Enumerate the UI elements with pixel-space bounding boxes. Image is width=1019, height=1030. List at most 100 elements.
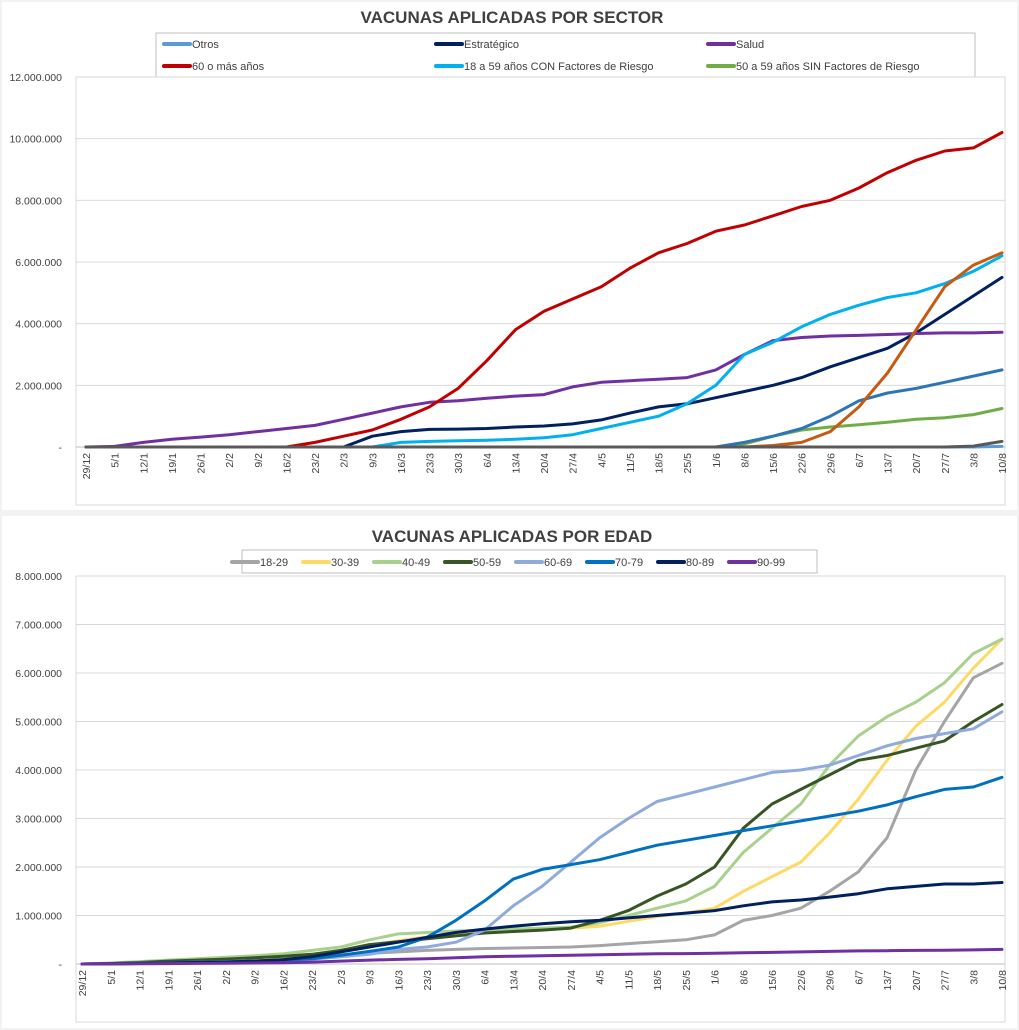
x-tick-label: 22/6	[796, 970, 808, 991]
y-tick-label: 10.000.000	[9, 134, 62, 146]
x-tick-label: 13/4	[510, 453, 522, 474]
x-tick-label: 29/6	[825, 453, 837, 474]
x-tick-label: 30/3	[453, 453, 465, 474]
x-tick-label: 3/8	[968, 970, 980, 985]
y-tick-label: 4.000.000	[15, 319, 62, 331]
x-tick-label: 27/7	[940, 453, 952, 474]
x-tick-label: 16/2	[281, 453, 293, 474]
x-tick-label: 2/2	[221, 970, 233, 985]
x-tick-label: 6/7	[853, 970, 865, 985]
x-tick-label: 1/6	[711, 453, 723, 468]
x-tick-label: 29/12	[77, 970, 89, 996]
x-tick-label: 9/2	[253, 453, 265, 468]
x-tick-label: 19/1	[167, 453, 179, 474]
chart-title: VACUNAS APLICADAS POR SECTOR	[361, 8, 664, 27]
x-tick-label: 10/8	[997, 453, 1009, 474]
x-tick-label: 15/6	[767, 970, 779, 991]
legend-label: 50 a 59 años SIN Factores de Riesgo	[736, 61, 919, 73]
x-tick-label: 30/3	[451, 970, 463, 991]
x-tick-label: 5/1	[110, 453, 122, 468]
series-line-salud	[84, 330, 1004, 449]
legend-label: 18 a 59 años CON Factores de Riesgo	[464, 61, 654, 73]
x-tick-label: 16/3	[393, 970, 405, 991]
x-tick-label: 16/2	[278, 970, 290, 991]
legend-label: 18-29	[260, 557, 288, 569]
y-tick-label: 2.000.000	[15, 380, 62, 392]
y-tick-label: 1.000.000	[15, 911, 62, 923]
x-tick-label: 20/7	[911, 453, 923, 474]
x-tick-label: 11/5	[625, 453, 637, 473]
series-line-90-99	[80, 947, 1004, 966]
x-tick-label: 15/6	[768, 453, 780, 474]
legend-label: 80-89	[686, 557, 714, 569]
x-tick-label: 9/3	[367, 453, 379, 468]
series-line-40-49	[80, 637, 1004, 966]
x-tick-label: 6/4	[480, 970, 492, 985]
series-line-12-a-17-a-os-con-factores-de-riesgo	[84, 439, 1004, 449]
x-tick-label: 20/4	[537, 970, 549, 991]
x-tick-label: 25/5	[682, 453, 694, 474]
x-tick-label: 5/1	[106, 970, 118, 985]
x-tick-label: 29/6	[825, 970, 837, 991]
legend-label: 60 o más años	[192, 61, 265, 73]
age-chart-panel: VACUNAS APLICADAS POR EDAD 18-29 30-39 40-…	[2, 516, 1017, 1028]
x-tick-label: 26/1	[196, 453, 208, 474]
x-tick-label: 18/5	[654, 453, 666, 474]
legend-label: 90-99	[757, 557, 785, 569]
y-tick-label: 6.000.000	[15, 257, 62, 269]
x-tick-label: 3/8	[968, 453, 980, 468]
x-tick-label: 1/6	[710, 970, 722, 985]
x-tick-label: 9/3	[365, 970, 377, 985]
x-tick-label: 11/5	[623, 970, 635, 990]
x-tick-label: 18/5	[652, 970, 664, 991]
y-tick-label: -	[59, 442, 63, 454]
y-tick-label: 3.000.000	[15, 814, 62, 826]
x-tick-label: 6/7	[854, 453, 866, 468]
y-tick-label: 2.000.000	[15, 862, 62, 874]
series-line-50-59	[80, 703, 1004, 966]
y-tick-label: -	[59, 959, 63, 971]
y-tick-label: 6.000.000	[15, 668, 62, 680]
x-tick-label: 29/12	[81, 453, 93, 479]
x-tick-label: 2/2	[224, 453, 236, 468]
legend-label: 50-59	[473, 557, 501, 569]
x-tick-label: 9/2	[250, 970, 262, 985]
legend-label: Estratégico	[464, 39, 519, 51]
legend-label: 70-79	[615, 557, 643, 569]
x-tick-label: 2/3	[339, 453, 351, 468]
x-tick-label: 20/4	[539, 453, 551, 474]
legend-label: Salud	[736, 39, 764, 51]
x-tick-label: 23/2	[310, 453, 322, 474]
x-tick-label: 26/1	[192, 970, 204, 991]
x-tick-label: 13/4	[508, 970, 520, 991]
x-tick-label: 27/7	[940, 970, 952, 991]
sector-chart-panel: VACUNAS APLICADAS POR SECTOR Otros Estrat…	[2, 2, 1017, 510]
x-tick-label: 23/2	[307, 970, 319, 991]
x-tick-label: 27/4	[568, 453, 580, 474]
x-tick-label: 25/5	[681, 970, 693, 991]
x-tick-label: 13/7	[883, 453, 895, 474]
y-tick-label: 7.000.000	[15, 620, 62, 632]
y-tick-label: 5.000.000	[15, 717, 62, 729]
y-tick-label: 12.000.000	[9, 72, 62, 84]
x-tick-label: 23/3	[422, 970, 434, 991]
y-tick-label: 8.000.000	[15, 571, 62, 583]
x-tick-label: 19/1	[163, 970, 175, 991]
legend-label: Otros	[192, 39, 219, 51]
x-tick-label: 6/4	[482, 453, 494, 468]
x-tick-label: 13/7	[882, 970, 894, 991]
x-tick-label: 12/1	[135, 970, 147, 991]
y-tick-label: 8.000.000	[15, 195, 62, 207]
legend-label: 40-49	[402, 557, 430, 569]
x-tick-label: 22/6	[797, 453, 809, 474]
y-tick-label: 4.000.000	[15, 765, 62, 777]
x-tick-label: 27/4	[566, 970, 578, 991]
chart-title: VACUNAS APLICADAS POR EDAD	[372, 527, 653, 546]
x-tick-label: 16/3	[396, 453, 408, 474]
x-tick-label: 8/6	[738, 970, 750, 985]
x-tick-label: 20/7	[911, 970, 923, 991]
x-tick-label: 2/3	[336, 970, 348, 985]
legend-label: 60-69	[544, 557, 572, 569]
x-tick-label: 10/8	[997, 970, 1009, 991]
sector-chart: VACUNAS APLICADAS POR SECTOR Otros Estrat…	[9, 8, 1009, 506]
